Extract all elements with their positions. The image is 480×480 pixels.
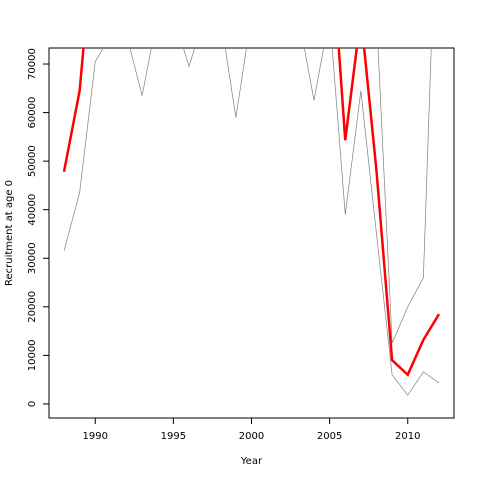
x-tick-label: 2010: [395, 431, 420, 442]
y-tick-label: 0: [27, 401, 38, 407]
data-line: [63, 48, 440, 396]
y-axis-label: Recruitment at age 0: [4, 180, 15, 286]
y-tick-label: 60000: [27, 97, 38, 129]
y-tick-label: 20000: [27, 291, 38, 323]
x-axis-label: Year: [240, 456, 263, 467]
x-tick-label: 1990: [83, 431, 108, 442]
y-tick-label: 30000: [27, 242, 38, 274]
plot-area: [62, 48, 441, 396]
x-tick-label: 1995: [161, 431, 186, 442]
x-tick-label: 2005: [317, 431, 342, 442]
y-tick-label: 50000: [27, 145, 38, 177]
x-tick-label: 2000: [239, 431, 264, 442]
data-line: [62, 48, 441, 377]
y-tick-label: 70000: [27, 48, 38, 80]
y-tick-label: 10000: [27, 339, 38, 371]
y-tick-label: 40000: [27, 194, 38, 226]
